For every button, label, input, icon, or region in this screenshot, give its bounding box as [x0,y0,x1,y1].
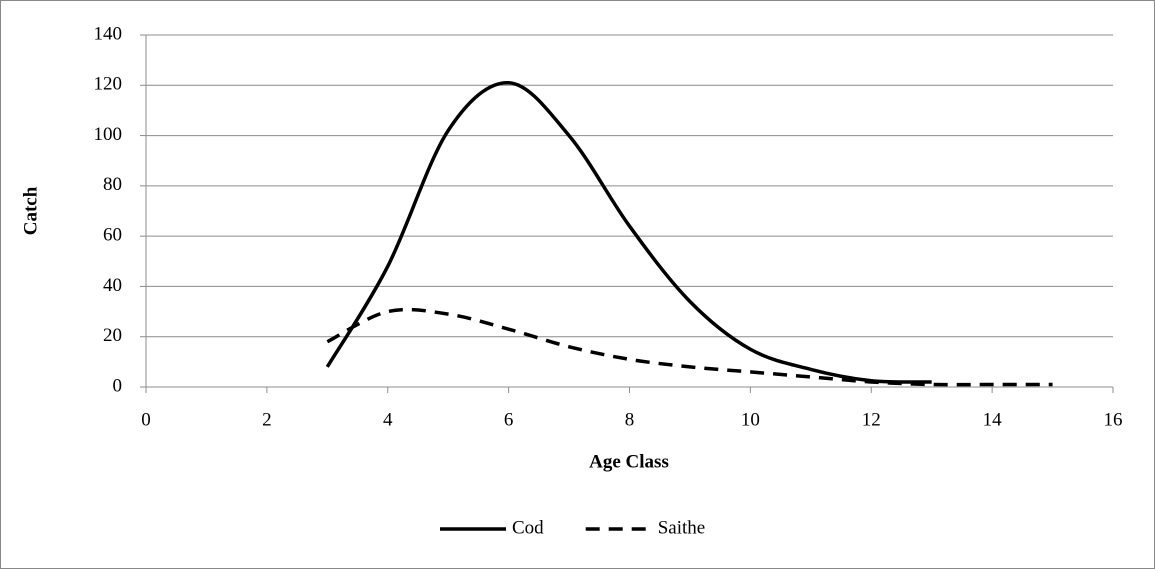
x-tick-label: 4 [383,409,393,430]
y-tick-label: 140 [94,23,123,44]
series-line [325,81,932,384]
x-tick-label: 16 [1104,409,1123,430]
x-tick-label: 12 [862,409,881,430]
y-tick-label: 100 [94,124,123,145]
x-tick-label: 8 [625,409,635,430]
y-tick-label: 60 [103,225,122,246]
y-tick-label: 120 [94,74,123,95]
x-tick-label: 10 [741,409,760,430]
y-axis-title: Catch [20,186,41,235]
y-tick-label: 20 [103,325,122,346]
legend-label: Saithe [658,517,706,538]
x-tick-label: 0 [141,409,151,430]
y-tick-label: 0 [113,375,123,396]
x-axis-title: Age Class [589,451,669,472]
series-line [326,307,1053,387]
x-tick-label: 6 [504,409,514,430]
x-tick-label: 2 [262,409,272,430]
legend-label: Cod [512,517,544,538]
x-tick-label: 14 [983,409,1003,430]
y-tick-label: 80 [103,174,122,195]
y-tick-label: 40 [103,275,122,296]
